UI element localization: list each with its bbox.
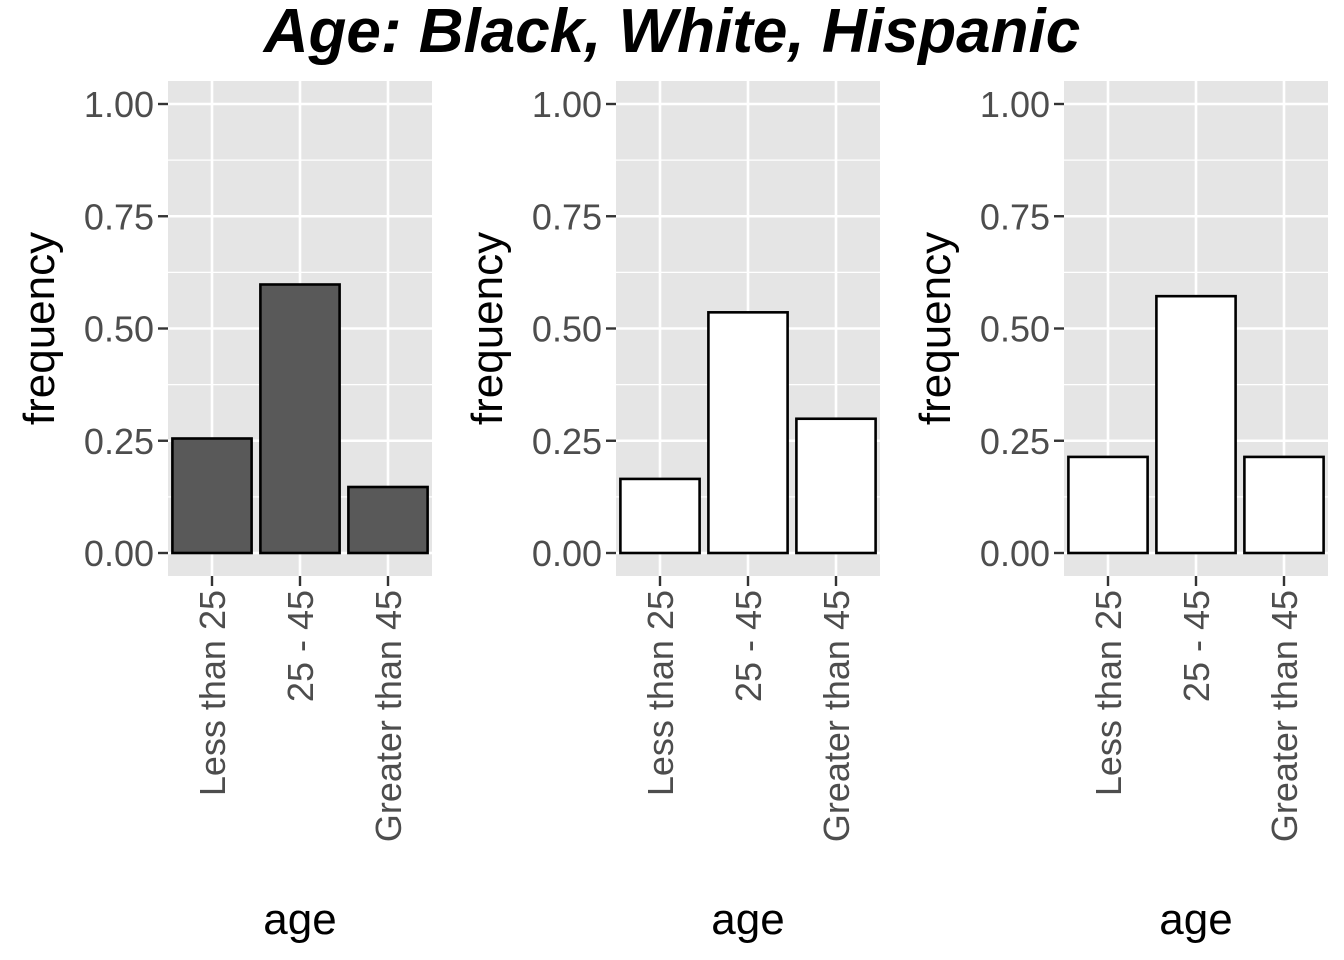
y-tick-label: 0.50 [980,309,1050,350]
bar [795,417,877,555]
y-axis-title: frequency [15,232,64,425]
y-axis-title: frequency [463,232,512,425]
bar [707,311,789,555]
panel-3: 0.00 0.25 0.50 0.75 1.00 Less than 25 25 - 45 G… [911,81,1328,944]
y-tick-label: 0.25 [980,421,1050,462]
y-tick-label: 0.25 [84,421,154,462]
y-axis-title: frequency [911,232,960,425]
bar [347,485,429,555]
bar [171,437,253,555]
y-tick-label: 0.50 [532,309,602,350]
panel-1: 0.00 0.25 0.50 0.75 1.00 Less than 25 25 - 45 G… [15,81,432,944]
x-tick-label: Less than 25 [640,590,681,796]
x-axis-title: age [1159,895,1232,944]
y-tick-label: 0.00 [84,533,154,574]
panel-2: 0.00 0.25 0.50 0.75 1.00 Less than 25 25 - 45 G… [463,81,880,944]
x-tick-label: 25 - 45 [1176,590,1217,702]
y-tick-label: 0.00 [980,533,1050,574]
x-axis-title: age [263,895,336,944]
y-tick-label: 1.00 [84,84,154,125]
x-tick-label: Greater than 45 [1264,590,1305,842]
bar [259,283,341,555]
bar [1067,455,1149,555]
y-tick-label: 0.75 [532,196,602,237]
y-tick-label: 1.00 [532,84,602,125]
chart-title: Age: Black, White, Hispanic [263,0,1081,66]
x-axis-title: age [711,895,784,944]
x-tick-label: Greater than 45 [368,590,409,842]
bar [1243,455,1325,555]
y-tick-label: 0.75 [84,196,154,237]
x-tick-label: 25 - 45 [728,590,769,702]
y-tick-label: 0.75 [980,196,1050,237]
y-tick-label: 0.25 [532,421,602,462]
bar [1155,294,1237,555]
bar [619,477,701,555]
x-tick-label: Greater than 45 [816,590,857,842]
y-tick-label: 1.00 [980,84,1050,125]
y-tick-label: 0.50 [84,309,154,350]
x-tick-label: Less than 25 [1088,590,1129,796]
x-tick-label: 25 - 45 [280,590,321,702]
y-tick-label: 0.00 [532,533,602,574]
x-tick-label: Less than 25 [192,590,233,796]
